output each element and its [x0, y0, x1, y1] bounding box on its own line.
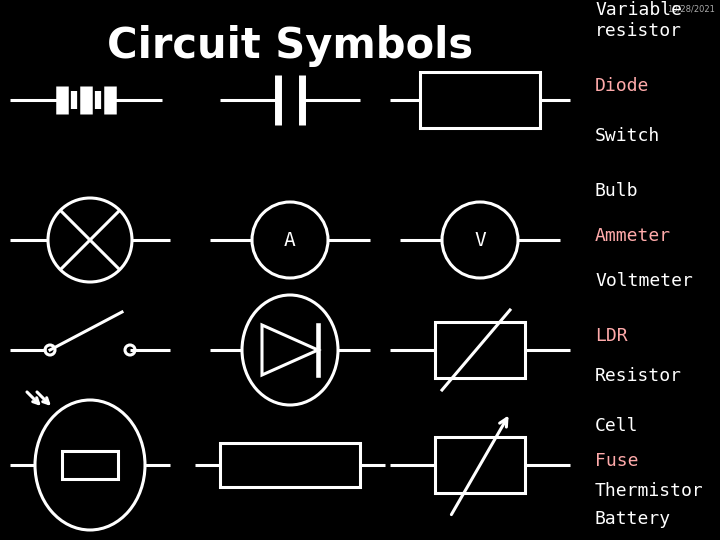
Bar [220, 443, 360, 487]
Text: Diode: Diode [595, 77, 649, 95]
Text: LDR: LDR [595, 327, 628, 345]
Polygon shape [262, 325, 318, 375]
Text: A: A [284, 231, 296, 249]
Text: Ammeter: Ammeter [595, 227, 671, 245]
Text: 10/28/2021: 10/28/2021 [667, 5, 715, 14]
Bar [435, 437, 525, 493]
Text: Fuse: Fuse [595, 452, 639, 470]
Text: Variable
resistor: Variable resistor [595, 1, 682, 40]
Text: V: V [474, 231, 486, 249]
Bar [435, 322, 525, 378]
Text: Bulb: Bulb [595, 182, 639, 200]
Bar [62, 451, 118, 479]
Text: Cell: Cell [595, 417, 639, 435]
Text: Circuit Symbols: Circuit Symbols [107, 25, 473, 67]
Bar [420, 72, 540, 128]
Text: Battery: Battery [595, 510, 671, 528]
Text: Thermistor: Thermistor [595, 482, 703, 500]
Text: Switch: Switch [595, 127, 660, 145]
Text: Voltmeter: Voltmeter [595, 272, 693, 290]
Text: Resistor: Resistor [595, 367, 682, 385]
